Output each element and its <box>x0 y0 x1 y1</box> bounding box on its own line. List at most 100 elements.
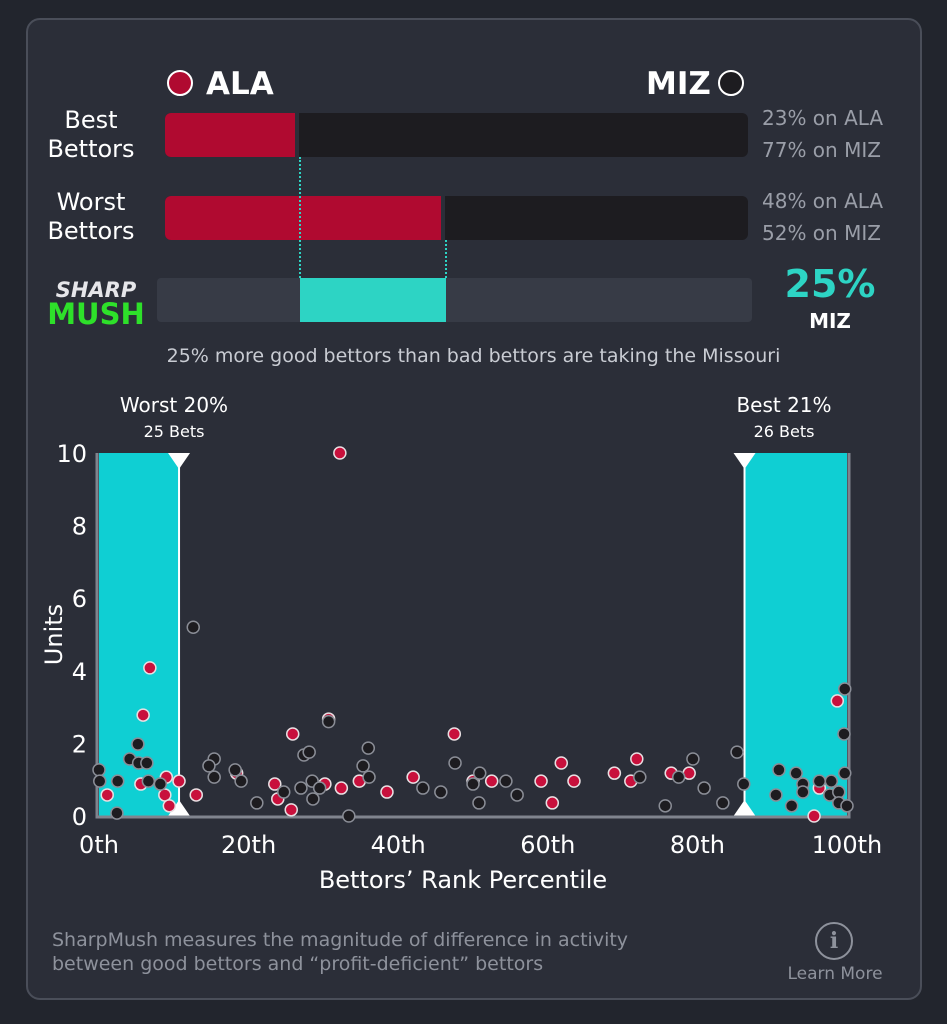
best-marker-line <box>299 157 302 278</box>
ala-bettor-point <box>567 774 581 788</box>
ala-bettor-point <box>189 788 203 802</box>
y-tick-label: 4 <box>72 658 87 686</box>
miz-bettor-point <box>472 766 487 780</box>
miz-bettor-point <box>342 809 356 823</box>
info-icon[interactable]: i <box>815 922 853 960</box>
miz-team-dot <box>718 70 744 96</box>
miz-bettor-point <box>361 741 376 755</box>
miz-bettor-point <box>153 777 168 791</box>
miz-bettor-point <box>294 781 308 795</box>
miz-bettor-point <box>250 796 264 810</box>
worst-label-2: Bettors <box>47 217 135 245</box>
worst-label-1: Worst <box>56 188 126 216</box>
ala-bettor-point <box>484 774 499 788</box>
worst-ala-pct: 48% on ALA <box>762 189 884 213</box>
miz-bettor-point <box>434 785 448 799</box>
miz-bettor-point <box>812 774 827 788</box>
miz-team-label: MIZ <box>646 66 711 102</box>
miz-bettor-point <box>356 759 370 773</box>
best-bettors-bar <box>165 113 748 157</box>
miz-bettor-point <box>838 682 852 696</box>
miz-bettor-point <box>277 785 291 799</box>
miz-bettor-point <box>472 796 486 810</box>
best-region-label: Best 21% <box>736 393 831 417</box>
y-tick-label: 8 <box>72 513 87 541</box>
y-tick-label: 2 <box>72 730 87 758</box>
miz-bettor-point <box>784 799 799 813</box>
x-tick-label: 40th <box>371 831 426 859</box>
ala-bettor-point <box>143 661 157 675</box>
sharpmush-diff-fill <box>300 278 446 322</box>
worst-handle-bottom-triangle <box>168 800 191 816</box>
miz-bettor-point <box>448 756 462 770</box>
ala-bettor-point <box>406 770 420 784</box>
y-tick-label: 10 <box>56 440 87 468</box>
miz-bettor-point <box>510 788 524 802</box>
ala-bettor-point <box>136 708 150 722</box>
miz-bettor-point <box>796 785 810 799</box>
miz-bettor-point <box>838 766 852 780</box>
miz-bettor-point <box>730 745 744 759</box>
x-tick-label: 100th <box>812 831 882 859</box>
best-handle-top-triangle <box>733 453 756 469</box>
miz-bettor-point <box>321 714 336 729</box>
x-tick-label: 60th <box>520 831 575 859</box>
miz-bettor-point <box>633 770 647 784</box>
miz-bettor-point <box>228 763 242 777</box>
worst-bettors-label: Worst Bettors <box>31 188 151 246</box>
logo-sharp: SHARP <box>55 278 137 302</box>
x-axis-label: Bettors’ Rank Percentile <box>319 866 607 894</box>
x-tick-label: 20th <box>221 831 276 859</box>
learn-more-link[interactable]: Learn More <box>787 964 883 984</box>
miz-bettor-point <box>312 781 327 795</box>
ala-bettor-point <box>334 781 349 795</box>
best-ala-fill <box>165 113 300 157</box>
y-tick-label: 6 <box>72 585 87 613</box>
miz-bettor-point <box>499 774 513 788</box>
sharpmush-logo: SHARP MUSH <box>46 278 146 329</box>
miz-bettor-point <box>686 752 700 766</box>
worst-pct-text: 48% on ALA 52% on MIZ <box>762 185 883 249</box>
miz-bettor-point <box>824 774 839 788</box>
ala-team-dot <box>167 70 193 96</box>
ala-bettor-point <box>830 694 845 708</box>
ala-bettor-point <box>447 727 462 741</box>
axes <box>95 453 851 819</box>
miz-bettor-point <box>362 770 376 784</box>
ala-bettor-point <box>172 774 186 788</box>
ala-bettor-point <box>284 803 298 817</box>
best-handle-bottom-triangle <box>733 800 756 816</box>
miz-bettor-point <box>769 788 783 802</box>
footer-description: SharpMush measures the magnitude of diff… <box>52 928 628 976</box>
ala-bettor-point <box>534 774 548 788</box>
miz-bettor-point <box>306 792 320 806</box>
miz-bettor-point <box>302 745 316 759</box>
worst-marker-line <box>444 240 447 278</box>
best-label-2: Bettors <box>47 135 135 163</box>
miz-bettor-point <box>92 774 107 788</box>
worst-region-bets: 25 Bets <box>144 422 205 441</box>
ala-team-label: ALA <box>206 66 274 102</box>
best-bettors-label: Best Bettors <box>31 106 151 164</box>
sharpmush-team: MIZ <box>809 309 851 333</box>
miz-bettor-point <box>772 763 786 777</box>
ala-bettor-point <box>380 785 394 799</box>
miz-bettor-point <box>92 763 106 777</box>
footer-line-2: between good bettors and “profit-deficie… <box>52 953 544 975</box>
miz-bettor-point <box>234 774 248 788</box>
best-ala-pct: 23% on ALA <box>762 106 884 130</box>
miz-bettor-point <box>207 770 221 784</box>
worst-ala-fill <box>165 196 445 240</box>
best-pct-text: 23% on ALA 77% on MIZ <box>762 102 883 166</box>
miz-bettor-point <box>416 781 430 795</box>
miz-bettor-point <box>110 774 125 788</box>
miz-bettor-point <box>789 766 803 780</box>
miz-bettor-point <box>658 799 672 813</box>
miz-bettor-point <box>716 796 730 810</box>
miz-bettor-point <box>140 756 154 770</box>
worst-bettors-bar <box>165 196 748 240</box>
miz-bettor-point <box>186 620 200 634</box>
worst-handle-top-triangle <box>168 453 191 469</box>
miz-bettor-point <box>840 799 854 813</box>
worst-miz-pct: 52% on MIZ <box>762 221 881 245</box>
